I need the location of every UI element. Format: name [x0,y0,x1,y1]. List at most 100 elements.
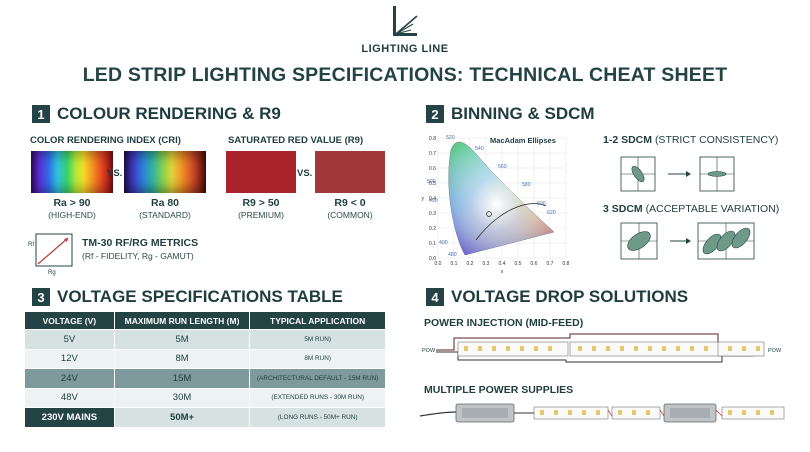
wavelength-label: 580 [522,182,531,188]
cri-standard-value: Ra 80 [150,197,180,209]
cri-standard-label: (STANDARD) [139,210,191,220]
application-cell: 5M RUN) [249,329,386,350]
application-cell: (LONG RUNS - 50M+ RUN) [249,407,386,428]
y-tick: 0.1 [429,241,436,247]
power-injection-diagram: POW POW [422,333,782,363]
cie-chart-title: MacAdam Ellipses [490,136,556,145]
x-tick: 0.0 [435,261,442,267]
x-tick: 0.5 [515,261,522,267]
section-title: COLOUR RENDERING & R9 [57,104,281,123]
application-cell: 8M RUN) [249,348,386,369]
section-number: 2 [426,105,444,123]
tm30-chart-icon: Rf Rg [28,233,73,276]
section-binning-header: 2 BINNING & SDCM [426,104,595,124]
y-tick: 0.0 [429,256,436,262]
section-title: BINNING & SDCM [451,104,595,123]
y-tick: 0.7 [429,151,436,157]
r9-vs-label: VS. [297,168,313,179]
sdcm-acceptable-value: 3 SDCM [603,203,643,215]
voltage-cell: 24V [24,368,115,389]
power-injection-label: POWER INJECTION (MID-FEED) [424,317,584,329]
table-row-highlighted: 24V 15M (ARCHITECTURAL DEFAULT - 15M RUN… [24,368,386,389]
y-tick: 0.4 [429,196,436,202]
y-tick: 0.6 [429,166,436,172]
application-cell: (EXTENDED RUNS - 30M RUN) [249,387,386,408]
multiple-psu-label: MULTIPLE POWER SUPPLIES [424,384,574,396]
y-tick: 0.5 [429,181,436,187]
y-axis-label: y [422,196,425,202]
page-title: LED STRIP LIGHTING SPECIFICATIONS: TECHN… [82,64,728,86]
cri-heading: COLOR RENDERING INDEX (CRI) [30,135,181,146]
voltage-cell: 48V [24,387,115,408]
x-tick: 0.6 [531,261,538,267]
cri-high-label: (HIGH-END) [48,210,96,220]
table-row: 48V 30M (EXTENDED RUNS - 30M RUN) [24,387,386,408]
section-voltage-table-header: 3 VOLTAGE SPECIFICATIONS TABLE [32,287,343,307]
cri-high-spectrum [31,151,113,193]
tm30-axis-rg: Rg [48,270,56,276]
table-row: 5V 5M 5M RUN) [24,329,386,350]
pow-label-right: POW [768,348,782,354]
y-tick: 0.8 [429,136,436,142]
y-tick: 0.3 [429,211,436,217]
wavelength-label: 620 [547,210,556,216]
tm30-title: TM-30 RF/RG METRICS [82,237,199,249]
cri-high-value: Ra > 90 [53,197,91,209]
column-header-run-length: MAXIMUM RUN LENGTH (M) [113,311,251,330]
y-tick: 0.2 [429,226,436,232]
column-header-voltage: VOLTAGE (V) [24,311,115,330]
pow-label-left: POW [422,348,436,354]
x-tick: 0.2 [467,261,474,267]
x-tick: 0.1 [451,261,458,267]
x-tick: 0.8 [563,261,570,267]
x-axis-label: x [501,269,504,275]
voltage-cell: 230V MAINS [24,407,115,428]
section-voltage-drop-header: 4 VOLTAGE DROP SOLUTIONS [426,287,688,307]
tm30-subtitle: (Rf - FIDELITY, Rg - GAMUT) [82,251,194,261]
application-cell: (ARCHITECTURAL DEFAULT - 15M RUN) [249,368,386,389]
r9-common-swatch [315,151,385,193]
sdcm-acceptable-desc: (ACCEPTABLE VARIATION) [645,203,780,215]
r9-heading: SATURATED RED VALUE (R9) [228,135,364,146]
section-number: 3 [32,288,50,306]
sdcm-acceptable-label: 3 SDCM (ACCEPTABLE VARIATION) [603,203,779,215]
wavelength-label: 480 [448,252,457,258]
voltage-cell: 12V [24,348,115,369]
table-row: 12V 8M 8M RUN) [24,348,386,369]
lighting-line-logo-icon [393,6,418,36]
sdcm-strict-diagram [620,156,735,192]
wavelength-label: 600 [537,201,546,207]
table-header-row: VOLTAGE (V) MAXIMUM RUN LENGTH (M) TYPIC… [24,311,386,330]
run-length-cell: 8M [113,348,251,369]
wavelength-label: 490 [429,198,438,204]
column-header-application: TYPICAL APPLICATION [249,311,386,330]
r9-common-value: R9 < 0 [334,197,366,209]
wavelength-label: 540 [475,146,484,152]
x-tick: 0.3 [483,261,490,267]
brand-name: LIGHTING LINE [361,43,449,55]
cie-chromaticity-diagram: 520 540 560 580 600 620 500 490 400 480 … [422,135,570,275]
wavelength-label: 560 [498,164,507,170]
section-number: 4 [426,288,444,306]
brand: LIGHTING LINE [0,4,810,55]
wavelength-label: 500 [427,179,436,185]
table-row: 230V MAINS 50M+ (LONG RUNS - 50M+ RUN) [24,407,386,428]
voltage-spec-table: VOLTAGE (V) MAXIMUM RUN LENGTH (M) TYPIC… [24,311,386,428]
cri-vs-label: VS. [107,168,123,179]
section-colour-rendering-header: 1 COLOUR RENDERING & R9 [32,104,281,124]
sdcm-strict-label: 1-2 SDCM (STRICT CONSISTENCY) [603,134,778,146]
cri-standard-spectrum [124,151,206,193]
r9-common-label: (COMMON) [327,210,373,220]
wavelength-label: 400 [439,240,448,246]
section-title: VOLTAGE DROP SOLUTIONS [451,287,689,306]
multiple-psu-diagram [419,403,785,423]
x-tick: 0.4 [499,261,506,267]
sdcm-acceptable-diagram [620,222,755,260]
r9-premium-value: R9 > 50 [242,197,280,209]
tm30-axis-rf: Rf [28,242,34,248]
run-length-cell: 15M [113,368,251,389]
run-length-cell: 5M [113,329,251,350]
section-number: 1 [32,105,50,123]
run-length-cell: 30M [113,387,251,408]
voltage-cell: 5V [24,329,115,350]
